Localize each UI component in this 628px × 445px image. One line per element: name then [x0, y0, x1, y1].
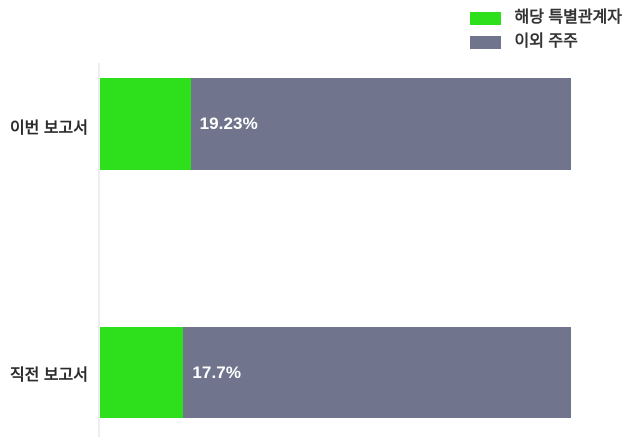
category-label: 직전 보고서 [9, 367, 88, 384]
bar-value-label: 17.7% [192, 362, 242, 382]
bar-value-label: 19.23% [199, 114, 258, 133]
chart-legend: 해당 특별관계자 이외 주주 [469, 8, 623, 52]
bar-segment-secondary[interactable]: 17.7% [183, 327, 571, 418]
y-axis-line [98, 63, 100, 437]
legend-item-secondary[interactable]: 이외 주주 [469, 32, 578, 52]
legend-label-primary: 해당 특별관계자 [514, 9, 623, 26]
bar-segment-primary[interactable] [100, 78, 191, 170]
bar-segment-primary[interactable] [100, 327, 184, 418]
legend-item-primary[interactable]: 해당 특별관계자 [469, 8, 623, 28]
bar-track: 17.7% [100, 327, 571, 418]
legend-swatch-secondary [469, 35, 501, 49]
bar-segment-secondary[interactable]: 19.23% [190, 78, 571, 170]
category-label: 이번 보고서 [9, 120, 88, 137]
bar-group: 직전 보고서 17.7% [0, 327, 628, 418]
bar-group: 이번 보고서 19.23% [0, 78, 628, 170]
legend-swatch-primary [469, 11, 501, 25]
legend-label-secondary: 이외 주주 [514, 33, 578, 50]
bar-track: 19.23% [100, 78, 571, 170]
